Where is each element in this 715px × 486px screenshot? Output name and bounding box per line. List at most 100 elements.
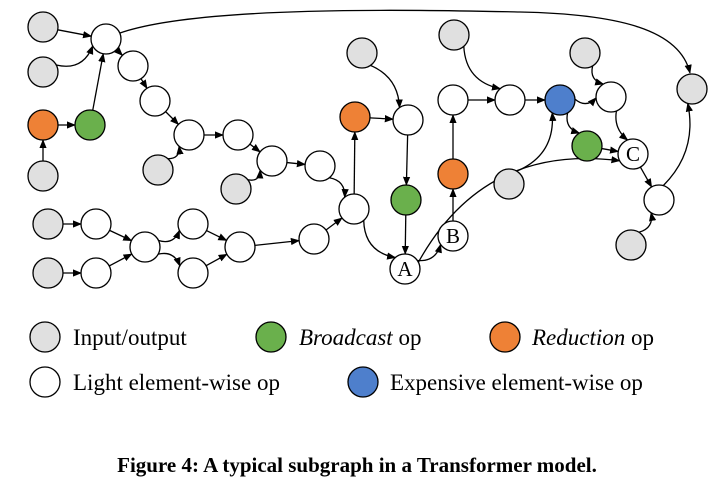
node-reduction-o3 xyxy=(437,158,469,190)
node-light-w19 xyxy=(595,81,627,113)
node-light-w2 xyxy=(117,50,149,82)
legend-swatch-reduction xyxy=(489,321,521,353)
node-light-w7 xyxy=(304,150,336,182)
edge-w16-to-gb2 xyxy=(402,134,411,186)
edge-w2-to-w3 xyxy=(139,78,148,90)
node-light-B xyxy=(437,220,469,252)
legend-reduction-suffix: op xyxy=(625,325,654,350)
edge-gb1-to-w1 xyxy=(92,52,106,111)
legend-reduction-name: Reduction xyxy=(531,325,625,350)
node-light-w14 xyxy=(298,223,330,255)
legend-label-input-output: Input/output xyxy=(73,325,187,350)
legend-broadcast-name: Broadcast xyxy=(299,325,393,350)
node-light-w20 xyxy=(643,184,675,216)
node-input-output-g3 xyxy=(27,160,59,192)
node-light-w15 xyxy=(338,193,370,225)
legend-label-expensive: Expensive element-wise op xyxy=(390,370,643,395)
figure-caption: Figure 4: A typical subgraph in a Transf… xyxy=(117,453,597,477)
edge-A-to-B xyxy=(417,243,442,262)
node-light-w8 xyxy=(80,208,112,240)
node-light-w16 xyxy=(392,104,424,136)
edge-w9-to-w10 xyxy=(108,253,133,267)
node-input-output-g6 xyxy=(32,208,64,240)
node-input-output-g5 xyxy=(220,173,252,205)
legend-label-light: Light element-wise op xyxy=(73,370,280,395)
edge-w10-to-w12 xyxy=(158,252,181,267)
edge-w13-to-w14 xyxy=(254,237,300,247)
node-light-w6 xyxy=(256,145,288,177)
edge-w15-to-A xyxy=(363,220,397,260)
node-light-w17 xyxy=(437,84,469,116)
edge-g12-to-w20 xyxy=(638,211,657,233)
node-light-w4 xyxy=(173,119,205,151)
edge-g9-to-w18 xyxy=(463,46,502,91)
node-light-w18 xyxy=(494,84,526,116)
legend-swatch-broadcast xyxy=(255,321,287,353)
legend-swatch-expensive xyxy=(347,366,379,398)
legend: Input/output Broadcast op Reduction op L… xyxy=(29,321,654,398)
edge-e1-to-gb3 xyxy=(566,112,581,135)
edge-o2-to-w16 xyxy=(369,115,394,123)
node-light-w5 xyxy=(222,119,254,151)
edge-w3-to-w4 xyxy=(165,111,180,126)
edge-w1-to-g13 xyxy=(119,9,692,74)
edge-g11-to-w19 xyxy=(591,65,605,86)
legend-broadcast-suffix: op xyxy=(393,325,422,350)
node-label-b: B xyxy=(446,224,460,248)
legend-swatch-light xyxy=(29,366,61,398)
node-light-w11 xyxy=(177,208,209,240)
edge-gb3-to-C xyxy=(601,146,620,154)
graph-edges xyxy=(39,9,693,277)
graph-nodes: A B C xyxy=(27,11,708,289)
node-input-output-g11 xyxy=(569,37,601,69)
node-expensive-e1 xyxy=(544,84,576,116)
node-input-output-g2 xyxy=(27,56,59,88)
node-input-output-g12 xyxy=(615,229,647,261)
edge-w20-to-g13 xyxy=(662,102,693,187)
node-input-output-g8 xyxy=(346,37,378,69)
node-input-output-g10 xyxy=(493,168,525,200)
node-light-w9 xyxy=(80,257,112,289)
edge-g4-to-w4 xyxy=(167,145,184,160)
node-light-w1 xyxy=(90,23,122,55)
edge-C-to-w20 xyxy=(639,166,653,188)
node-light-w12 xyxy=(177,257,209,289)
edge-w5-to-w6 xyxy=(249,143,261,153)
edge-w14-to-w15 xyxy=(325,217,343,231)
node-light-A xyxy=(389,253,421,285)
edge-g1-to-w1 xyxy=(57,29,93,39)
edge-w15-to-o2 xyxy=(351,131,359,195)
node-input-output-g7 xyxy=(32,257,64,289)
node-input-output-g13 xyxy=(676,73,708,105)
node-light-C xyxy=(617,138,649,170)
legend-label-reduction: Reduction op xyxy=(531,325,654,350)
node-input-output-g9 xyxy=(438,19,470,51)
edge-w12-to-w13 xyxy=(205,253,228,267)
node-label-a: A xyxy=(397,257,413,281)
node-input-output-g1 xyxy=(27,11,59,43)
node-light-w10 xyxy=(129,231,161,263)
legend-swatch-input-output xyxy=(29,321,61,353)
node-broadcast-gb2 xyxy=(390,184,422,216)
node-input-output-g4 xyxy=(142,154,174,186)
edge-w19-to-C xyxy=(615,110,629,141)
edge-w7-to-w15 xyxy=(329,177,349,199)
node-reduction-o2 xyxy=(339,101,371,133)
edge-gb2-to-A xyxy=(401,214,409,255)
edge-e1-to-w19 xyxy=(574,97,597,107)
legend-label-broadcast: Broadcast op xyxy=(299,325,421,350)
node-light-w13 xyxy=(224,231,256,263)
node-broadcast-gb3 xyxy=(571,130,603,162)
node-broadcast-gb1 xyxy=(74,109,106,141)
edge-w8-to-w10 xyxy=(109,229,133,242)
edge-w11-to-w13 xyxy=(206,230,228,241)
edge-g5-to-w6 xyxy=(247,169,264,181)
edge-g8-to-w16 xyxy=(370,64,403,109)
node-light-w3 xyxy=(139,85,171,117)
edge-w1-to-w2 xyxy=(114,47,124,57)
edge-g2-to-w1 xyxy=(56,45,94,67)
edge-w10-to-w11 xyxy=(158,229,181,243)
edge-w6-to-w7 xyxy=(286,159,306,168)
node-reduction-o1 xyxy=(27,109,59,141)
